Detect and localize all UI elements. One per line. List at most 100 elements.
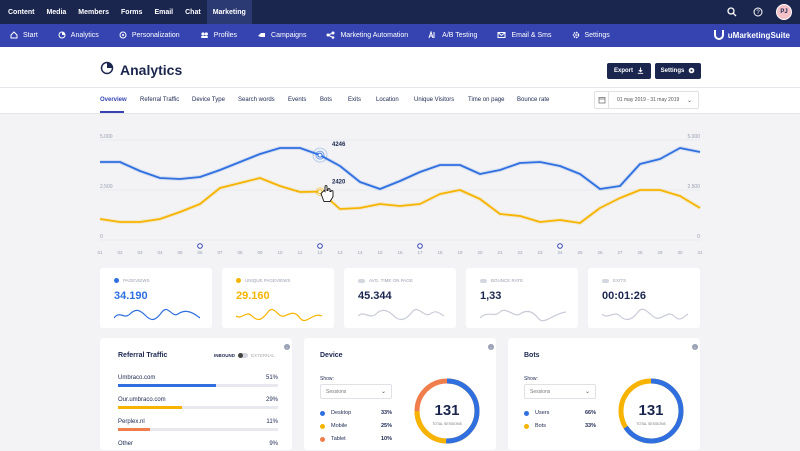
kpi-card-bounce-rate[interactable]: BOUNCE RATE 1,33 xyxy=(466,268,578,328)
top-nav-members[interactable]: Members xyxy=(78,8,110,16)
kpi-card-exits[interactable]: EXITS 00:01:26 xyxy=(588,268,700,328)
download-icon xyxy=(637,67,644,76)
tab-overview[interactable]: Overview xyxy=(100,97,127,103)
kpi-value: 34.190 xyxy=(114,290,148,302)
tab-time-on-page[interactable]: Time on page xyxy=(468,97,505,103)
x-tick-label: 29 xyxy=(657,250,663,255)
subnav-ab-testing[interactable]: A/B Testing xyxy=(428,24,477,47)
chevron-down-icon: ⌄ xyxy=(584,389,590,395)
inbound-external-toggle[interactable]: INBOUND EXTERNAL xyxy=(214,353,275,358)
referral-source: Our.umbraco.com xyxy=(118,397,166,403)
tab-referral-traffic[interactable]: Referral Traffic xyxy=(140,97,180,103)
kpi-label: AVG. TIME ON PAGE xyxy=(358,278,413,283)
date-range-picker[interactable]: 01 may 2019 - 31 may 2019 ⌄ xyxy=(594,91,699,109)
tab-exits[interactable]: Exits xyxy=(348,97,362,103)
pageviews-toggle-dot[interactable] xyxy=(114,278,119,283)
donut-total: 131 xyxy=(638,402,664,419)
settings-button[interactable]: Settings xyxy=(655,63,701,79)
subnav-start[interactable]: Start xyxy=(10,24,38,47)
kpi-value: 1,33 xyxy=(480,290,502,302)
x-tick-label: 24 xyxy=(557,250,563,255)
subnav-campaigns[interactable]: Campaigns xyxy=(257,24,306,47)
x-tick-label: 01 xyxy=(97,250,103,255)
device-metric-select[interactable]: Sessions ⌄ xyxy=(320,384,392,399)
annotation-label: 4246 xyxy=(332,142,346,148)
referral-row[interactable]: Perplex.nl 11% xyxy=(118,419,278,431)
bots-metric-select[interactable]: Sessions ⌄ xyxy=(524,384,596,399)
subnav-label: Personalization xyxy=(131,32,180,39)
kpi-sparkline xyxy=(114,308,200,321)
top-nav-forms[interactable]: Forms xyxy=(121,8,143,16)
referral-row[interactable]: Our.umbraco.com 29% xyxy=(118,397,278,409)
kpi-sparkline xyxy=(602,308,688,321)
brand-icon xyxy=(713,29,724,42)
subnav-analytics[interactable]: Analytics xyxy=(58,24,99,47)
select-value: Sessions xyxy=(326,388,347,395)
kpi-label-text: BOUNCE RATE xyxy=(491,278,524,283)
referral-row[interactable]: Other 9% xyxy=(118,441,278,447)
top-nav-chat[interactable]: Chat xyxy=(185,8,201,16)
page-title-text: Analytics xyxy=(120,61,183,78)
tab-events[interactable]: Events xyxy=(288,97,307,103)
tab-bounce-rate[interactable]: Bounce rate xyxy=(517,97,550,103)
legend-value: 33% xyxy=(380,410,392,416)
legend-label: Tablet xyxy=(331,436,346,442)
top-nav-marketing[interactable]: Marketing xyxy=(206,0,252,24)
kpi-card-pageviews[interactable]: PAGEVIEWS 34.190 xyxy=(100,268,212,328)
series-line-pageviews xyxy=(100,147,701,190)
toggle-switch[interactable] xyxy=(238,353,248,358)
tab-unique-visitors[interactable]: Unique Visitors xyxy=(414,97,455,103)
tab-location[interactable]: Location xyxy=(376,97,399,103)
info-icon[interactable]: i xyxy=(488,344,494,350)
legend-value: 25% xyxy=(380,423,392,429)
referral-row[interactable]: Umbraco.com 51% xyxy=(118,375,278,387)
tab-device-type[interactable]: Device Type xyxy=(192,97,225,103)
info-icon[interactable]: i xyxy=(692,344,698,350)
analytics-line-chart[interactable]: 0 0 2.500 2.500 5.000 5.000 01 02 03 04 05 06 07 08 09… xyxy=(90,130,710,260)
unique-pageviews-toggle-dot[interactable] xyxy=(236,278,241,283)
exits-toggle[interactable] xyxy=(602,278,609,283)
x-tick-label: 21 xyxy=(497,250,503,255)
kpi-card-avg-time-on-page[interactable]: AVG. TIME ON PAGE 45.344 xyxy=(344,268,456,328)
marketing-sub-navigation: Start Analytics Personalization Profiles… xyxy=(0,24,800,47)
y-tick-label: 0 xyxy=(100,234,103,240)
search-icon[interactable] xyxy=(724,4,740,20)
card-title: Bots xyxy=(524,352,540,359)
subnav-profiles[interactable]: Profiles xyxy=(200,24,237,47)
subnav-settings[interactable]: Settings xyxy=(572,24,610,47)
kpi-card-unique-pageviews[interactable]: UNIQUE PAGEVIEWS 29.160 xyxy=(222,268,334,328)
subnav-marketing-automation[interactable]: Marketing Automation xyxy=(326,24,408,47)
referral-traffic-card: Referral Traffic INBOUND EXTERNAL i Umbr… xyxy=(100,338,292,450)
subnav-personalization[interactable]: Personalization xyxy=(119,24,180,47)
legend-item: Users 66% xyxy=(524,410,596,416)
calendar-icon xyxy=(595,92,609,108)
x-tick-label: 11 xyxy=(298,250,303,255)
kpi-label-text: PAGEVIEWS xyxy=(123,278,150,283)
automation-icon xyxy=(326,31,335,41)
referral-source: Perplex.nl xyxy=(118,419,145,425)
subnav-label: Profiles xyxy=(213,32,238,39)
series-line-unique-pageviews xyxy=(99,177,701,224)
avatar[interactable]: PJ xyxy=(776,4,792,20)
tab-search-words[interactable]: Search words xyxy=(238,97,275,103)
avg-time-toggle[interactable] xyxy=(358,278,365,283)
y-tick-label: 5.000 xyxy=(687,134,700,140)
top-nav-content[interactable]: Content xyxy=(8,8,35,16)
export-button[interactable]: Export xyxy=(607,63,651,79)
help-icon[interactable]: ? xyxy=(750,4,766,20)
subnav-email-sms[interactable]: Email & Sms xyxy=(497,24,552,47)
top-nav-email[interactable]: Email xyxy=(154,8,174,16)
info-icon[interactable]: i xyxy=(284,344,290,350)
bounce-rate-toggle[interactable] xyxy=(480,278,487,283)
toggle-external-label: EXTERNAL xyxy=(251,353,275,358)
tab-bots[interactable]: Bots xyxy=(320,97,333,103)
legend-value: 33% xyxy=(584,423,596,429)
kpi-value: 29.160 xyxy=(236,290,270,302)
export-label: Export xyxy=(613,68,633,74)
bots-donut-chart[interactable]: 131 TOTAL SESSIONS xyxy=(616,376,686,446)
top-nav-media[interactable]: Media xyxy=(46,8,67,16)
select-value: Sessions xyxy=(530,388,551,395)
device-donut-chart[interactable]: 131 TOTAL SESSIONS xyxy=(412,376,482,446)
x-tick-label: 04 xyxy=(157,250,163,255)
active-tab-indicator xyxy=(100,111,124,113)
